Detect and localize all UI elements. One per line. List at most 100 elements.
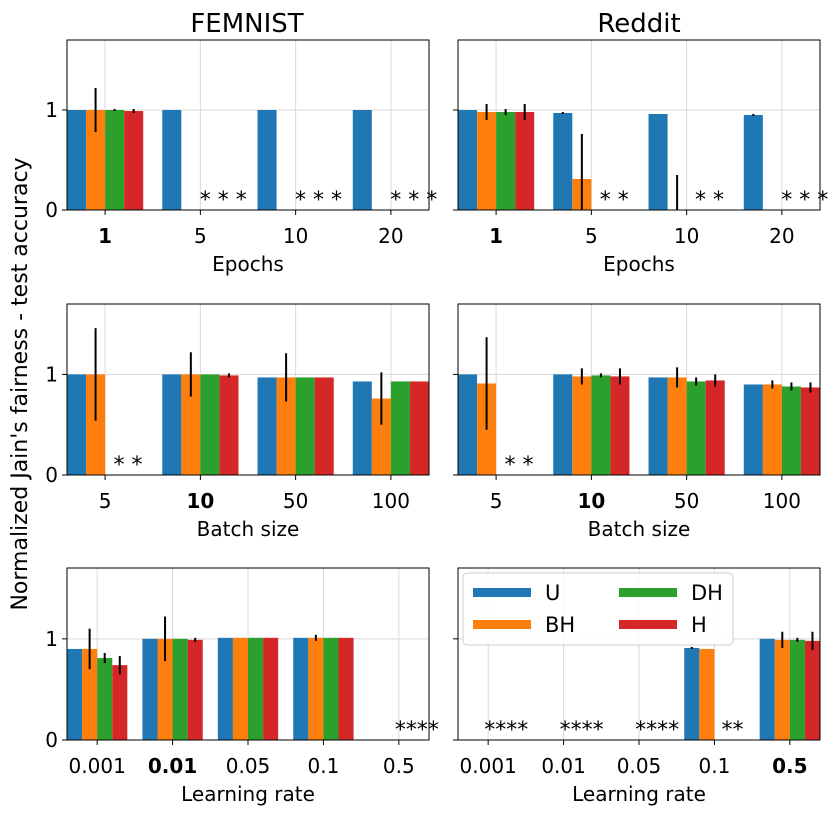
x-tick-label: 10 bbox=[283, 224, 308, 248]
y-tick-label: 0 bbox=[45, 728, 58, 752]
bar-u-100 bbox=[352, 381, 372, 475]
significance-marker: * * bbox=[695, 188, 724, 213]
bar-u-1 bbox=[458, 110, 478, 210]
bar-h-1 bbox=[515, 112, 535, 210]
x-tick-label: 0.01 bbox=[541, 754, 586, 778]
bar-bh-0.001 bbox=[82, 648, 98, 740]
significance-marker: * * bbox=[504, 453, 533, 478]
bar-u-20 bbox=[743, 115, 763, 210]
plot-frame bbox=[457, 303, 821, 476]
x-tick-label: 0.1 bbox=[699, 754, 731, 778]
x-axis-label: Learning rate bbox=[572, 782, 706, 806]
legend-label-bh: BH bbox=[545, 613, 575, 637]
bar-u-10 bbox=[257, 110, 277, 210]
x-tick-label: 0.05 bbox=[617, 754, 662, 778]
bar-u-0.05 bbox=[217, 637, 233, 740]
x-tick-label: 0.1 bbox=[308, 754, 340, 778]
bar-bh-10 bbox=[181, 374, 201, 475]
x-tick-label: 0.01 bbox=[148, 754, 197, 778]
bar-h-10 bbox=[219, 375, 239, 475]
bar-bh-0.05 bbox=[232, 637, 248, 740]
bar-dh-1 bbox=[105, 110, 125, 210]
panel-2: * * * * * * * 1 5 10 20 Epochs bbox=[453, 39, 828, 276]
significance-marker: **** bbox=[395, 718, 439, 743]
legend-swatch-h bbox=[619, 620, 677, 629]
bar-dh-10 bbox=[591, 375, 611, 475]
bar-h-50 bbox=[705, 380, 725, 475]
significance-marker: * * bbox=[113, 453, 142, 478]
bar-h-1 bbox=[124, 111, 144, 210]
x-tick-label: 0.001 bbox=[69, 754, 126, 778]
bar-h-50 bbox=[314, 377, 334, 475]
legend-swatch-dh bbox=[619, 588, 677, 597]
y-axis-label: Normalized Jain's fairness - test accura… bbox=[8, 157, 33, 610]
significance-marker: **** bbox=[635, 718, 679, 743]
x-tick-label: 0.5 bbox=[383, 754, 415, 778]
bar-dh-50 bbox=[295, 377, 315, 475]
bar-dh-50 bbox=[686, 381, 706, 475]
significance-marker: **** bbox=[484, 718, 528, 743]
column-title-reddit: Reddit bbox=[597, 9, 680, 39]
bar-dh-0.001 bbox=[97, 658, 113, 740]
bar-u-0.1 bbox=[684, 647, 700, 740]
x-tick-label: 50 bbox=[283, 489, 308, 513]
bar-u-0.01 bbox=[142, 638, 158, 740]
bar-u-0.1 bbox=[293, 637, 309, 740]
x-axis-label: Learning rate bbox=[181, 782, 315, 806]
x-axis-label: Batch size bbox=[588, 517, 691, 541]
bar-h-0.001 bbox=[112, 665, 128, 740]
y-tick-label: 1 bbox=[45, 362, 58, 386]
x-tick-label: 5 bbox=[585, 224, 598, 248]
column-title-femnist: FEMNIST bbox=[190, 9, 303, 39]
significance-marker: * * * bbox=[390, 188, 437, 213]
significance-marker: ** bbox=[722, 718, 744, 743]
panel-3: * * 0 1 5 10 50 100 Batch size bbox=[45, 303, 430, 541]
legend-swatch-u bbox=[473, 588, 531, 597]
panel-1: * * * * * * * * * 0 1 1 5 10 20 Epochs bbox=[45, 39, 437, 276]
bar-dh-0.1 bbox=[323, 637, 339, 740]
panel-4: * *5 10 50 100 Batch size bbox=[453, 303, 821, 541]
plot-frame bbox=[66, 39, 430, 211]
x-tick-label: 0.5 bbox=[772, 754, 807, 778]
y-tick-label: 1 bbox=[45, 627, 58, 651]
x-tick-label: 100 bbox=[372, 489, 410, 513]
bar-h-0.01 bbox=[187, 639, 203, 740]
significance-marker: * * bbox=[600, 188, 629, 213]
legend: U DH BH H bbox=[462, 572, 734, 646]
bar-u-10 bbox=[648, 114, 668, 210]
bar-bh-50 bbox=[276, 377, 296, 475]
plot-frame bbox=[457, 39, 821, 211]
x-axis-label: Epochs bbox=[603, 252, 675, 276]
x-tick-label: 5 bbox=[99, 489, 112, 513]
bar-dh-1 bbox=[496, 112, 516, 210]
y-tick-label: 0 bbox=[45, 198, 58, 222]
bar-bh-10 bbox=[572, 376, 592, 475]
bar-u-0.001 bbox=[67, 648, 83, 740]
significance-marker: * * * bbox=[295, 188, 342, 213]
bar-bh-0.1 bbox=[699, 648, 715, 740]
x-tick-label: 5 bbox=[490, 489, 503, 513]
bar-h-0.05 bbox=[263, 637, 279, 740]
x-tick-label: 1 bbox=[489, 224, 503, 248]
bar-h-100 bbox=[409, 381, 429, 475]
significance-marker: * * * bbox=[200, 188, 247, 213]
bar-u-0.5 bbox=[759, 638, 775, 740]
legend-label-h: H bbox=[691, 613, 707, 637]
bar-bh-100 bbox=[371, 398, 391, 475]
bar-bh-1 bbox=[477, 112, 497, 210]
bar-dh-100 bbox=[390, 381, 410, 475]
bar-dh-0.05 bbox=[248, 637, 264, 740]
y-tick-label: 1 bbox=[45, 98, 58, 122]
x-axis-label: Epochs bbox=[212, 252, 284, 276]
bar-u-1 bbox=[67, 110, 87, 210]
bar-h-0.5 bbox=[804, 640, 820, 740]
x-tick-label: 50 bbox=[674, 489, 699, 513]
bar-h-10 bbox=[610, 376, 630, 475]
panel-5: **** 0 1 0.001 0.01 0.05 0.1 0.5 Learning rate bbox=[45, 567, 439, 806]
x-tick-label: 10 bbox=[674, 224, 699, 248]
bar-dh-10 bbox=[200, 374, 220, 475]
bar-u-5 bbox=[67, 374, 87, 475]
x-tick-label: 0.05 bbox=[226, 754, 271, 778]
x-tick-label: 20 bbox=[769, 224, 794, 248]
significance-marker: **** bbox=[560, 718, 604, 743]
